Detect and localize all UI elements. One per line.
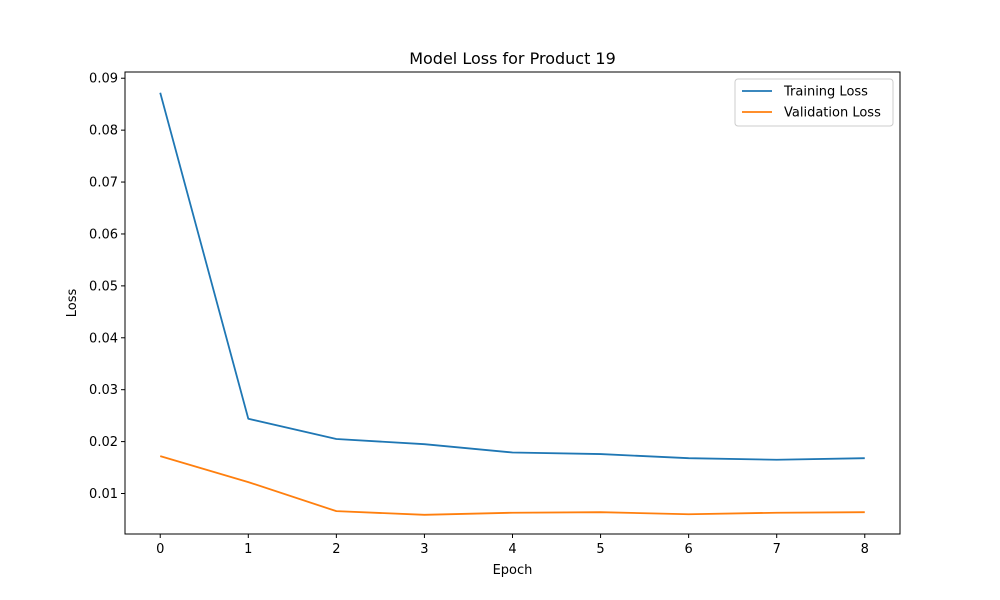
x-axis-label: Epoch: [493, 563, 533, 578]
x-tick-label: 3: [420, 542, 428, 557]
x-tick-label: 0: [156, 542, 164, 557]
x-tick-label: 6: [684, 542, 692, 557]
chart-title: Model Loss for Product 19: [409, 49, 616, 68]
y-tick-label: 0.09: [89, 72, 118, 87]
y-tick-label: 0.01: [89, 487, 118, 502]
legend: Training Loss Validation Loss: [734, 78, 894, 127]
y-tick-label: 0.05: [89, 279, 118, 294]
x-tick-label: 7: [773, 542, 781, 557]
y-tick-label: 0.02: [89, 435, 118, 450]
y-axis-label: Loss: [65, 289, 80, 318]
legend-label-validation-loss: Validation Loss: [784, 106, 881, 121]
series-line-training-loss: [159, 92, 865, 461]
x-tick-label: 8: [861, 542, 869, 557]
legend-label-training-loss: Training Loss: [783, 85, 868, 100]
y-axis: 0.01 0.02 0.03 0.04 0.05 0.06 0.07 0.08 0.09: [89, 72, 125, 502]
y-tick-label: 0.06: [89, 227, 118, 242]
x-tick-label: 1: [244, 542, 252, 557]
x-tick-label: 2: [332, 542, 340, 557]
x-axis: 0 1 2 3 4 5 6 7 8: [156, 534, 869, 557]
y-tick-label: 0.03: [89, 383, 118, 398]
y-tick-label: 0.07: [89, 176, 118, 191]
series-line-validation-loss: [159, 455, 865, 516]
x-tick-label: 5: [596, 542, 604, 557]
y-tick-label: 0.08: [89, 124, 118, 139]
plot-area: [159, 92, 865, 516]
y-tick-label: 0.04: [89, 331, 118, 346]
x-tick-label: 4: [508, 542, 516, 557]
legend-box: [734, 78, 894, 127]
